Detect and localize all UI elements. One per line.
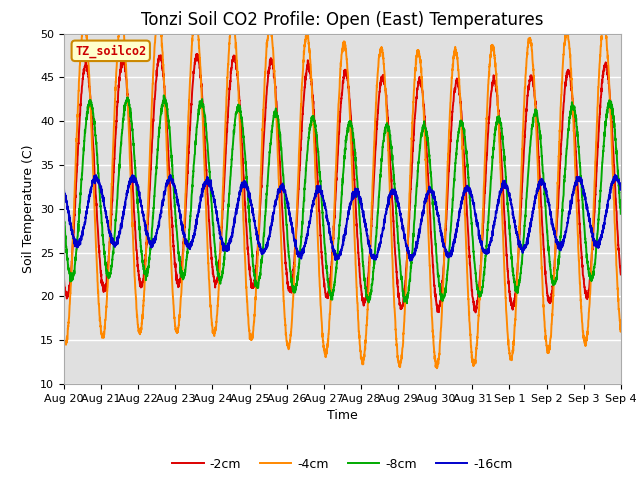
-4cm: [617, 326, 625, 332]
-4cm: [131, 278, 139, 284]
-8cm: [303, 149, 311, 155]
-8cm: [617, 211, 625, 216]
-8cm: [308, 113, 316, 119]
-4cm: [308, 93, 316, 99]
Line: -8cm: -8cm: [64, 96, 621, 303]
-4cm: [418, 77, 426, 83]
-16cm: [611, 172, 619, 178]
-2cm: [418, 85, 426, 91]
Line: -2cm: -2cm: [64, 54, 621, 312]
-4cm: [303, 33, 311, 38]
-16cm: [303, 232, 311, 238]
X-axis label: Time: Time: [327, 409, 358, 422]
-16cm: [131, 178, 139, 184]
Y-axis label: Soil Temperature (C): Soil Temperature (C): [22, 144, 35, 273]
Text: TZ_soilco2: TZ_soilco2: [75, 44, 147, 58]
-2cm: [442, 217, 450, 223]
Title: Tonzi Soil CO2 Profile: Open (East) Temperatures: Tonzi Soil CO2 Profile: Open (East) Temp…: [141, 11, 543, 29]
-2cm: [60, 275, 68, 281]
-4cm: [192, 10, 200, 16]
-2cm: [472, 310, 479, 315]
-8cm: [418, 132, 426, 138]
-4cm: [433, 365, 441, 371]
-4cm: [352, 262, 360, 267]
-8cm: [403, 300, 411, 306]
-16cm: [418, 216, 426, 222]
-4cm: [443, 197, 451, 203]
Legend: -2cm, -4cm, -8cm, -16cm: -2cm, -4cm, -8cm, -16cm: [167, 453, 518, 476]
-16cm: [406, 258, 414, 264]
-16cm: [617, 186, 625, 192]
-2cm: [308, 87, 316, 93]
Line: -16cm: -16cm: [64, 175, 621, 261]
-8cm: [131, 161, 139, 167]
-2cm: [303, 64, 311, 70]
-8cm: [160, 93, 168, 98]
-8cm: [352, 155, 360, 160]
-2cm: [352, 201, 360, 206]
-16cm: [351, 186, 359, 192]
-8cm: [443, 281, 451, 287]
-16cm: [442, 251, 450, 256]
Line: -4cm: -4cm: [64, 13, 621, 368]
-2cm: [617, 272, 625, 277]
-16cm: [60, 185, 68, 191]
-4cm: [60, 333, 68, 338]
-2cm: [193, 51, 201, 57]
-16cm: [308, 204, 316, 210]
-2cm: [131, 220, 139, 226]
-8cm: [60, 215, 68, 220]
